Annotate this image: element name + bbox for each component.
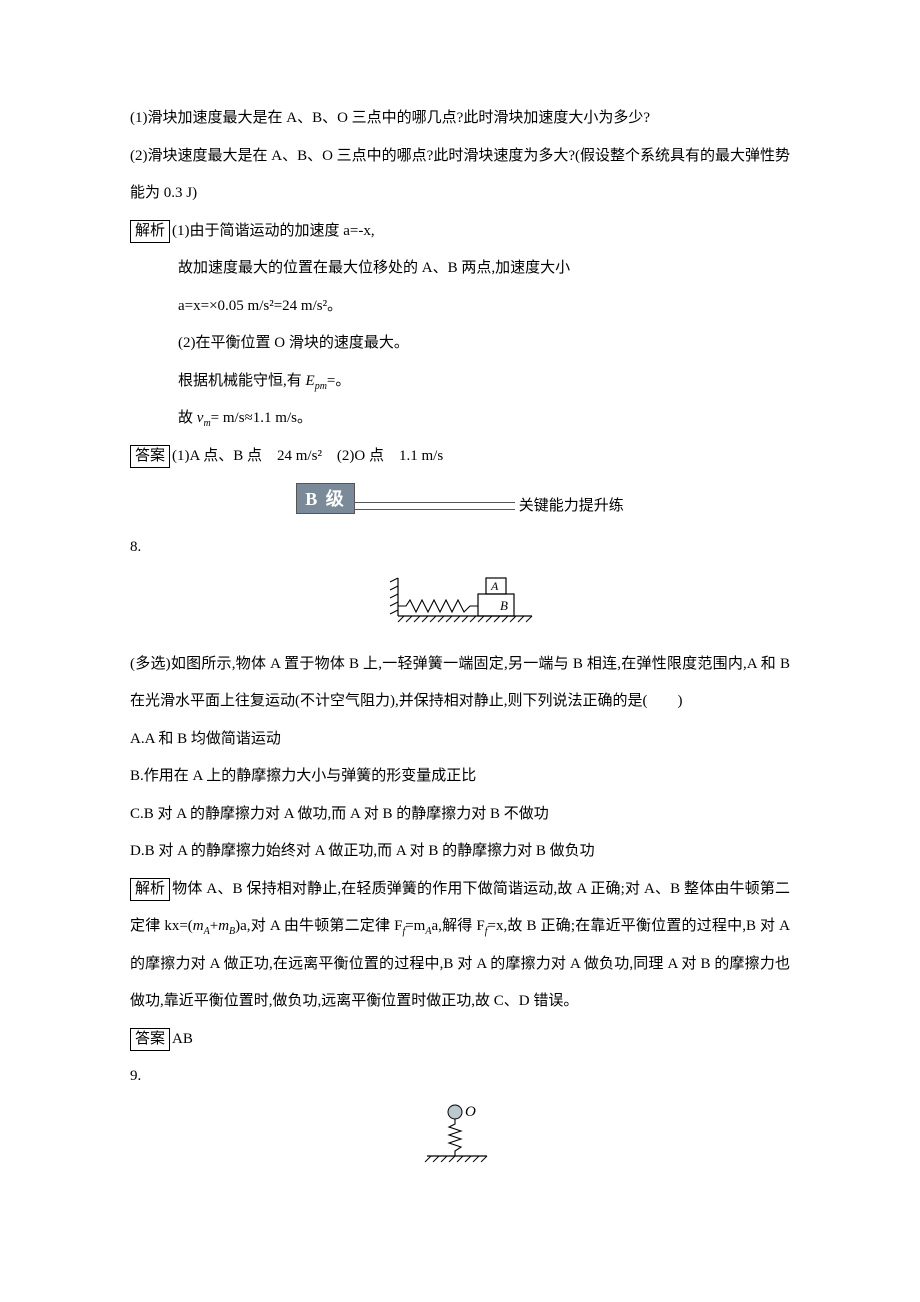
- fig9-o-label: O: [465, 1104, 476, 1120]
- solution-8: 解析物体 A、B 保持相对静止,在轻质弹簧的作用下做简谐运动,故 A 正确;对 …: [130, 871, 790, 1021]
- s5-pre: 根据机械能守恒,有: [178, 373, 306, 389]
- option-8b: B.作用在 A 上的静摩擦力大小与弹簧的形变量成正比: [130, 758, 790, 796]
- solution-line-2: 故加速度最大的位置在最大位移处的 A、B 两点,加速度大小: [130, 250, 790, 288]
- option-8d: D.B 对 A 的静摩擦力始终对 A 做正功,而 A 对 B 的静摩擦力对 B …: [130, 833, 790, 871]
- question-2: (2)滑块速度最大是在 A、B、O 三点中的哪点?此时滑块速度为多大?(假设整个…: [130, 138, 790, 213]
- question-8-body: (多选)如图所示,物体 A 置于物体 B 上,一轻弹簧一端固定,另一端与 B 相…: [130, 646, 790, 721]
- fig8-a-label: A: [490, 579, 499, 593]
- solution-line-4: (2)在平衡位置 O 滑块的速度最大。: [130, 325, 790, 363]
- b-level-text: 关键能力提升练: [519, 499, 624, 514]
- s5-var: E: [306, 373, 315, 389]
- question-9-number: 9.: [130, 1058, 790, 1096]
- figure-8: B A: [130, 572, 790, 640]
- solution-line-5: 根据机械能守恒,有 Epm=。: [130, 363, 790, 401]
- s8-mb: m: [218, 918, 229, 934]
- solution-line-3: a=x=×0.05 m/s²=24 m/s²。: [130, 288, 790, 326]
- answer-7: 答案(1)A 点、B 点 24 m/s² (2)O 点 1.1 m/s: [130, 438, 790, 476]
- s8-plus: +: [210, 918, 218, 934]
- b-level-line: [355, 502, 515, 510]
- fig8-b-label: B: [500, 598, 508, 613]
- question-8-number: 8.: [130, 529, 790, 567]
- b-level-badge: B 级: [296, 483, 355, 514]
- s5-post: =。: [327, 373, 350, 389]
- s8-eq1: =m: [405, 918, 425, 934]
- answer-8-label: 答案: [130, 1028, 170, 1051]
- option-8a: A.A 和 B 均做简谐运动: [130, 721, 790, 759]
- s8-ma: m: [193, 918, 204, 934]
- s1-text: (1)由于简谐运动的加速度 a=-x,: [172, 223, 375, 239]
- a7-text: (1)A 点、B 点 24 m/s² (2)O 点 1.1 m/s: [172, 448, 443, 464]
- option-8c: C.B 对 A 的静摩擦力对 A 做功,而 A 对 B 的静摩擦力对 B 不做功: [130, 796, 790, 834]
- question-1: (1)滑块加速度最大是在 A、B、O 三点中的哪几点?此时滑块加速度大小为多少?: [130, 100, 790, 138]
- s6-post: = m/s≈1.1 m/s。: [211, 410, 312, 426]
- s5-sub: pm: [315, 381, 327, 392]
- answer-label: 答案: [130, 445, 170, 468]
- solution-line-6: 故 vm= m/s≈1.1 m/s。: [130, 400, 790, 438]
- figure-9: O: [130, 1102, 790, 1186]
- s6-pre: 故: [178, 410, 197, 426]
- answer-8: 答案AB: [130, 1021, 790, 1059]
- s6-sub: m: [203, 418, 210, 429]
- s8-mid2: a,解得 F: [431, 918, 484, 934]
- solution-8-label: 解析: [130, 878, 170, 901]
- a8-text: AB: [172, 1031, 193, 1047]
- s8-mid: )a,对 A 由牛顿第二定律 F: [235, 918, 402, 934]
- solution-label: 解析: [130, 220, 170, 243]
- solution-line-1: 解析(1)由于简谐运动的加速度 a=-x,: [130, 213, 790, 251]
- b-level-banner: B 级 关键能力提升练: [130, 483, 790, 521]
